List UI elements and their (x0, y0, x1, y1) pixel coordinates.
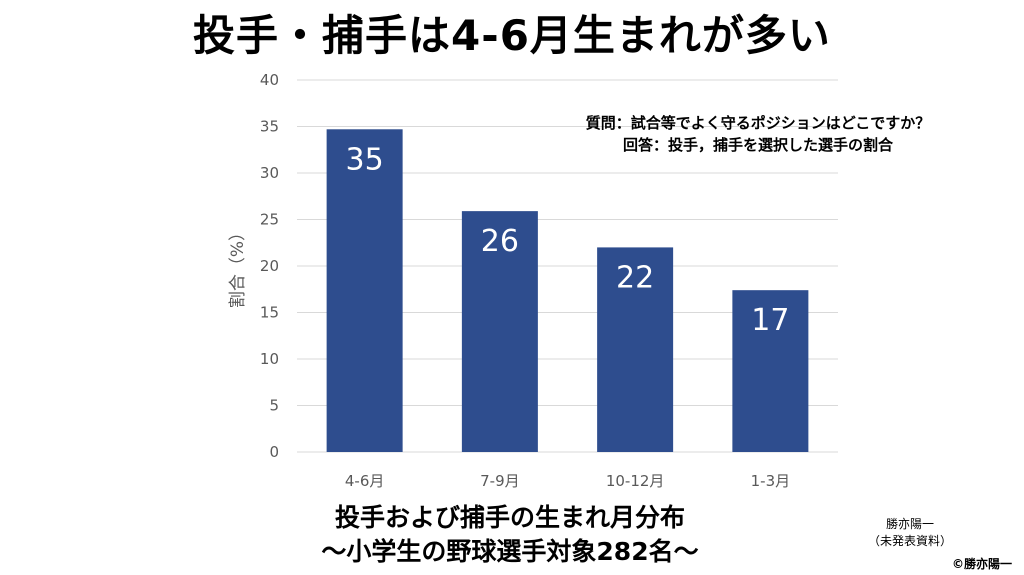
data-label-1: 35 (346, 142, 384, 177)
y-tick-label: 10 (260, 350, 279, 368)
y-tick-label: 20 (260, 257, 279, 275)
x-tick-label: 10-12月 (606, 472, 665, 490)
x-axis-ticks: 4-6月 7-9月 10-12月 1-3月 (345, 472, 790, 490)
copyright: ©勝亦陽一 (951, 557, 1012, 571)
survey-question: 質問：試合等でよく守るポジションはどこですか？ (585, 114, 931, 132)
bar-4 (732, 290, 809, 452)
x-tick-label: 4-6月 (345, 472, 385, 490)
y-tick-label: 0 (269, 443, 279, 461)
y-tick-label: 25 (260, 211, 279, 229)
data-labels: 35 26 22 17 (346, 142, 790, 338)
bar-1 (326, 129, 403, 453)
y-tick-label: 15 (260, 304, 279, 322)
y-tick-label: 35 (260, 118, 279, 136)
data-label-4: 17 (751, 303, 789, 338)
bar-2 (461, 211, 538, 452)
x-tick-label: 7-9月 (480, 472, 520, 490)
y-axis-ticks: 0 5 10 15 20 25 30 35 40 (260, 71, 279, 461)
bar-3 (597, 247, 674, 452)
x-tick-label: 1-3月 (751, 472, 791, 490)
subtitle-line-1: 投手および捕手の生まれ月分布 (334, 503, 685, 532)
data-label-3: 22 (616, 260, 654, 295)
credit-source: （未発表資料） (867, 534, 952, 548)
y-tick-label: 40 (260, 71, 279, 89)
y-tick-label: 30 (260, 164, 279, 182)
y-tick-label: 5 (269, 397, 279, 415)
survey-answer: 回答：投手，捕手を選択した選手の割合 (622, 136, 893, 154)
data-label-2: 26 (481, 224, 519, 259)
y-axis-label: 割合（%） (228, 224, 248, 308)
bars (326, 129, 809, 453)
credit-author: 勝亦陽一 (885, 517, 934, 531)
chart-title: 投手・捕手は4-6月生まれが多い (193, 11, 831, 60)
subtitle-line-2: ～小学生の野球選手対象282名～ (321, 537, 699, 566)
